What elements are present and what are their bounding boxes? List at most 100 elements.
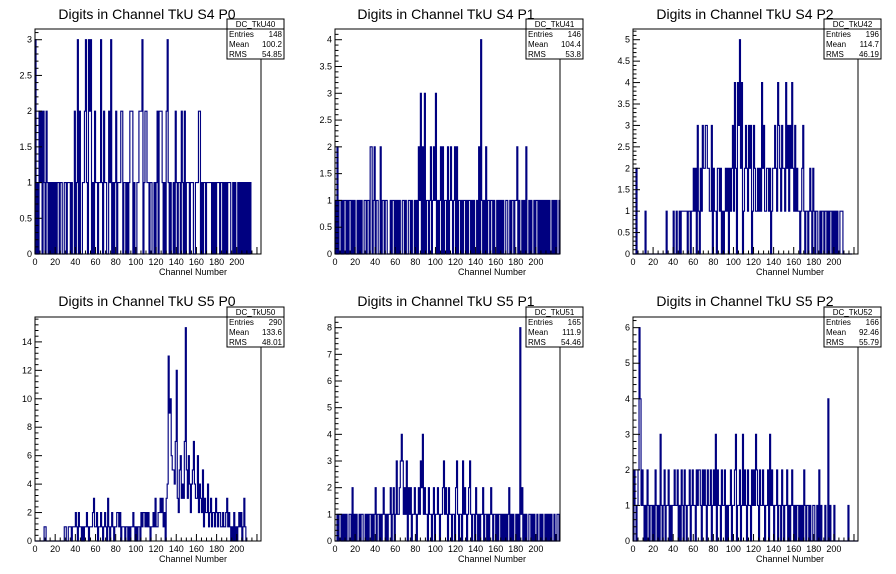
stats-name: DC_TkU52 <box>833 308 873 317</box>
stats-value-entries: 290 <box>269 318 283 327</box>
y-tick-label: 3 <box>327 88 332 98</box>
y-tick-label: 3.5 <box>617 99 630 109</box>
stats-value-rms: 54.85 <box>262 50 283 59</box>
x-tick-label: 120 <box>448 257 463 267</box>
y-tick-label: 2 <box>327 142 332 152</box>
x-tick-label: 80 <box>111 544 121 554</box>
stats-name: DC_TkU41 <box>535 20 575 29</box>
plot-frame <box>632 316 859 542</box>
y-tick-label: 14 <box>22 337 32 347</box>
y-tick-label: 2 <box>625 465 630 475</box>
chart-title: Digits in Channel TkU S4 P0 <box>58 6 235 22</box>
y-tick-label: 3.5 <box>319 62 332 72</box>
y-tick-label: 1.5 <box>19 142 32 152</box>
histogram-pane-3: Digits in Channel TkU S4 P20 20 40 60 80 100 1… <box>617 6 882 277</box>
x-axis-title: Channel Number <box>458 267 526 277</box>
y-tick-label: 12 <box>22 365 32 375</box>
x-tick-label: 20 <box>648 544 658 554</box>
stats-label-rms: RMS <box>826 338 844 347</box>
x-tick-label: 140 <box>169 257 184 267</box>
stats-name: DC_TkU42 <box>833 20 873 29</box>
x-tick-label: 160 <box>786 257 801 267</box>
y-tick-label: 2.5 <box>617 142 630 152</box>
stats-value-mean: 111.9 <box>562 328 581 337</box>
histogram-series-line <box>633 39 852 255</box>
y-tick-label: 0 <box>27 249 32 259</box>
stats-name: DC_TkU51 <box>535 308 575 317</box>
stats-value-mean: 133.6 <box>262 328 283 337</box>
y-tick-label: 0.5 <box>617 228 630 238</box>
stats-label-rms: RMS <box>229 50 247 59</box>
y-tick-label: 6 <box>327 376 332 386</box>
x-tick-label: 20 <box>350 544 360 554</box>
y-tick-label: 1.5 <box>319 169 332 179</box>
x-tick-label: 120 <box>746 544 761 554</box>
stats-value-mean: 92.46 <box>859 328 880 337</box>
x-tick-label: 140 <box>468 544 483 554</box>
histogram-series-line <box>334 39 561 255</box>
y-tick-label: 6 <box>27 451 32 461</box>
y-tick-label: 2.5 <box>319 115 332 125</box>
x-tick-label: 180 <box>209 257 224 267</box>
y-tick-label: 6 <box>625 323 630 333</box>
stats-label-entries: Entries <box>826 30 851 39</box>
x-tick-label: 160 <box>786 544 801 554</box>
histogram-pane-2: Digits in Channel TkU S4 P10 20 40 60 80 100 1… <box>319 6 584 277</box>
stats-value-rms: 53.8 <box>565 50 581 59</box>
stats-box-frame <box>226 306 285 348</box>
histogram-series-line <box>335 327 560 542</box>
histogram-pane-1: Digits in Channel TkU S4 P00 20 40 60 80 100 1… <box>19 6 285 277</box>
stats-value-rms: 48.01 <box>262 338 283 347</box>
stats-value-mean: 104.4 <box>561 40 582 49</box>
x-tick-label: 140 <box>766 544 781 554</box>
stats-value-rms: 46.19 <box>859 50 880 59</box>
x-tick-label: 60 <box>390 544 400 554</box>
x-tick-label: 140 <box>169 544 184 554</box>
x-tick-label: 180 <box>508 544 523 554</box>
histogram-series-line <box>35 327 247 542</box>
x-tick-label: 40 <box>370 257 380 267</box>
y-tick-label: 3 <box>27 35 32 45</box>
x-tick-label: 200 <box>826 544 841 554</box>
stats-name: DC_TkU50 <box>236 308 276 317</box>
x-tick-label: 0 <box>630 544 635 554</box>
x-axis-title: Channel Number <box>458 554 526 564</box>
x-axis-title: Channel Number <box>756 554 824 564</box>
x-axis-title: Channel Number <box>756 267 824 277</box>
y-tick-label: 3 <box>327 456 332 466</box>
plot-frame <box>632 28 859 255</box>
stats-label-rms: RMS <box>528 50 546 59</box>
x-tick-label: 200 <box>229 544 244 554</box>
y-tick-label: 2 <box>27 508 32 518</box>
x-tick-label: 40 <box>668 257 678 267</box>
x-tick-label: 100 <box>128 257 143 267</box>
x-axis-title: Channel Number <box>159 267 227 277</box>
chart-title: Digits in Channel TkU S4 P2 <box>656 6 833 22</box>
y-tick-label: 4 <box>625 394 630 404</box>
x-tick-label: 20 <box>350 257 360 267</box>
x-tick-label: 160 <box>189 544 204 554</box>
x-tick-label: 40 <box>70 257 80 267</box>
stats-box-frame <box>226 18 285 60</box>
x-tick-label: 180 <box>806 544 821 554</box>
y-tick-label: 3 <box>625 429 630 439</box>
stats-label-mean: Mean <box>528 328 548 337</box>
stats-label-rms: RMS <box>229 338 247 347</box>
x-tick-label: 180 <box>806 257 821 267</box>
y-tick-label: 0 <box>625 249 630 259</box>
chart-title: Digits in Channel TkU S5 P1 <box>357 293 534 309</box>
y-tick-label: 1.5 <box>617 185 630 195</box>
x-tick-label: 100 <box>428 257 443 267</box>
y-tick-label: 1 <box>625 206 630 216</box>
x-tick-label: 0 <box>332 544 337 554</box>
x-axis-title: Channel Number <box>159 554 227 564</box>
x-tick-label: 80 <box>111 257 121 267</box>
y-tick-label: 5 <box>625 35 630 45</box>
x-tick-label: 60 <box>688 257 698 267</box>
